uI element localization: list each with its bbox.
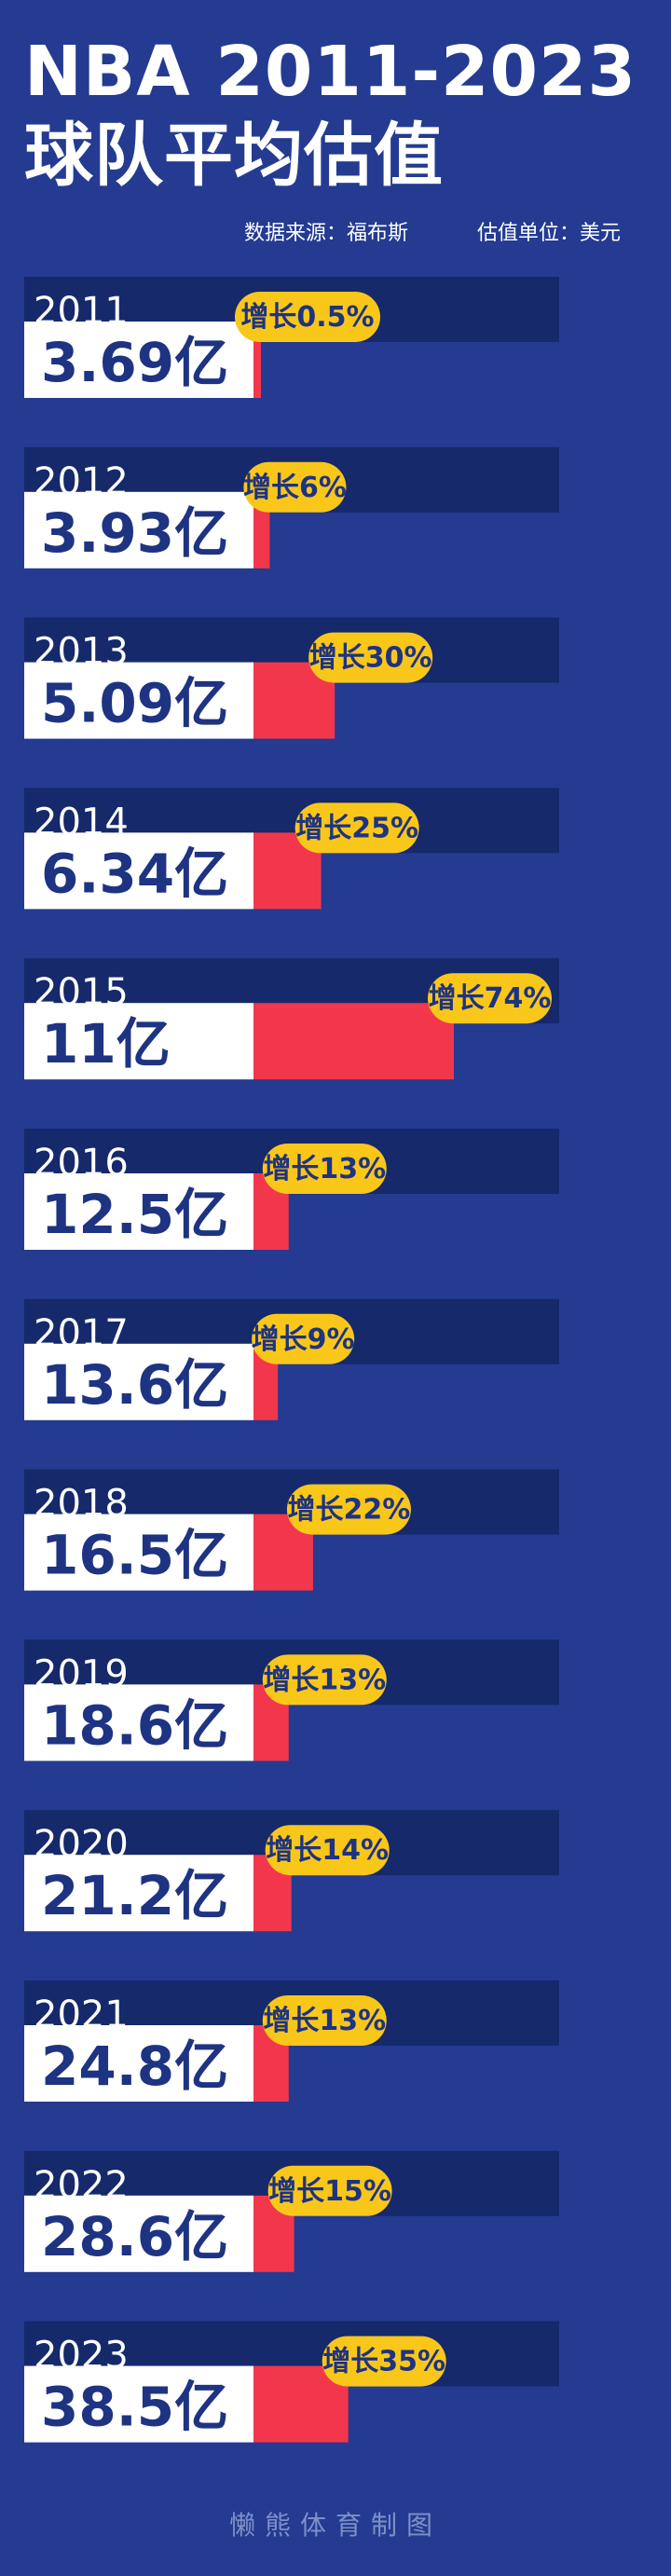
value-box: [24, 2025, 253, 2102]
value-box: [24, 1003, 253, 1080]
value-box: [24, 1173, 253, 1250]
growth-badge: [252, 1313, 355, 1364]
value-box: [24, 662, 253, 739]
growth-label: 增长25%: [295, 812, 418, 844]
growth-label: 增长6%: [243, 472, 347, 504]
value-label: 18.6亿: [41, 1693, 228, 1757]
growth-badge: [265, 1825, 390, 1876]
value-box: [24, 832, 253, 910]
title-line-2: 球队平均估值: [24, 116, 444, 196]
source-note: 数据来源：福布斯: [244, 222, 409, 245]
value-box: [24, 1343, 253, 1420]
growth-label: 增长22%: [288, 1494, 411, 1527]
value-label: 12.5亿: [41, 1183, 228, 1246]
growth-bar: [253, 1003, 454, 1080]
growth-badge: [308, 632, 433, 683]
value-label: 28.6亿: [41, 2205, 228, 2268]
value-box: [24, 491, 253, 569]
value-label: 3.93亿: [41, 501, 228, 565]
value-label: 38.5亿: [41, 2376, 228, 2439]
value-label: 21.2亿: [41, 1864, 228, 1927]
value-label: 13.6亿: [41, 1353, 228, 1417]
growth-label: 增长14%: [266, 1834, 389, 1867]
growth-badge: [262, 1144, 387, 1194]
growth-label: 增长13%: [263, 1664, 386, 1696]
value-label: 6.34亿: [41, 842, 228, 905]
growth-badge: [243, 461, 347, 513]
footer-credit: 懒熊体育制图: [228, 2510, 442, 2541]
growth-label: 增长0.5%: [240, 301, 374, 334]
growth-badge: [267, 2165, 392, 2216]
growth-label: 增长35%: [322, 2346, 445, 2378]
value-label: 11亿: [41, 1012, 171, 1076]
growth-badge: [262, 1995, 387, 2046]
growth-badge: [286, 1484, 411, 1535]
growth-label: 增长74%: [429, 982, 552, 1015]
growth-bar: [253, 322, 261, 398]
growth-badge: [262, 1654, 387, 1706]
value-box: [24, 2195, 253, 2272]
value-label: 3.69亿: [41, 331, 228, 394]
unit-note: 估值单位：美元: [477, 222, 622, 245]
value-label: 24.8亿: [41, 2035, 228, 2098]
title-line-1: NBA 2011-2023: [24, 32, 637, 112]
growth-badge: [322, 2336, 446, 2387]
growth-badge: [294, 802, 419, 854]
value-box: [24, 1514, 253, 1591]
growth-badge: [235, 292, 380, 342]
growth-label: 增长13%: [263, 1153, 386, 1185]
growth-label: 增长15%: [268, 2175, 391, 2208]
value-box: [24, 1684, 253, 1761]
value-box: [24, 322, 253, 398]
growth-badge: [428, 973, 552, 1024]
value-label: 16.5亿: [41, 1524, 228, 1587]
value-box: [24, 2365, 253, 2443]
growth-label: 增长13%: [263, 2005, 386, 2037]
growth-label: 增长30%: [309, 642, 432, 675]
growth-label: 增长9%: [252, 1323, 355, 1356]
value-box: [24, 1855, 253, 1932]
value-label: 5.09亿: [41, 672, 228, 735]
